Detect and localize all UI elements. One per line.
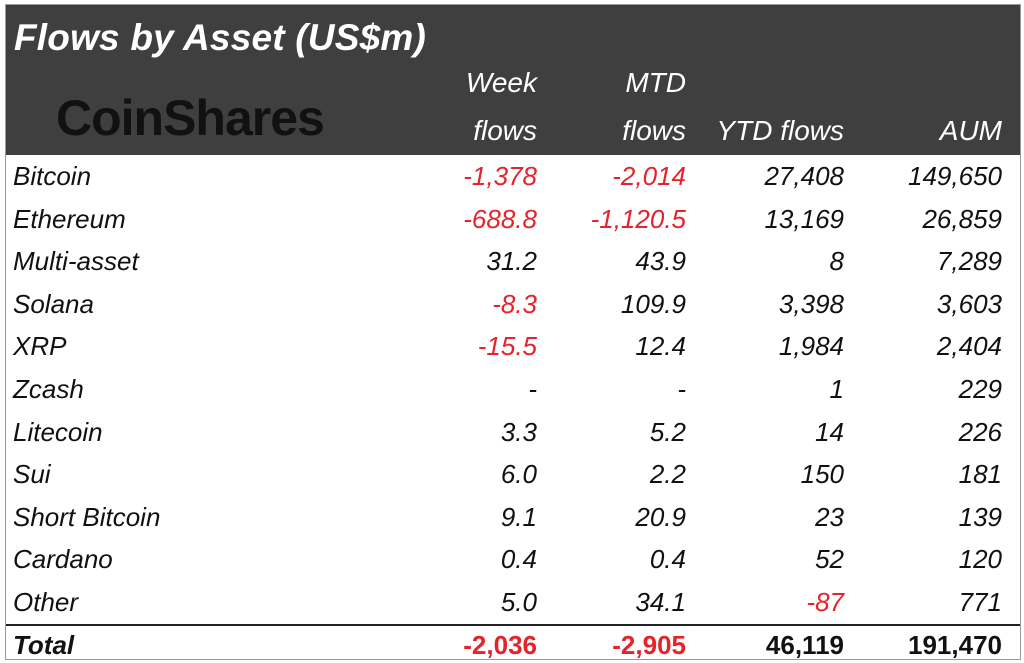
aum-value: 139 xyxy=(958,501,1002,532)
total-aum: 191,470 xyxy=(908,630,1002,660)
ytd-value: 150 xyxy=(800,459,844,490)
mtd-value: -1,120.5 xyxy=(590,203,686,234)
mtd-value: 0.4 xyxy=(649,544,686,575)
mtd-value: 5.2 xyxy=(649,416,686,447)
mtd-value: 2.2 xyxy=(649,459,686,490)
aum-value: 7,289 xyxy=(936,246,1002,277)
ytd-value: 14 xyxy=(815,416,844,447)
flows-table: Flows by Asset (US$m) CoinShares Week fl… xyxy=(5,4,1021,660)
week-value: -15.5 xyxy=(477,331,537,362)
ytd-value: 13,169 xyxy=(764,203,844,234)
week-value: 31.2 xyxy=(486,246,537,277)
table-row: XRP -15.5 12.4 1,984 2,404 xyxy=(6,325,1020,368)
asset-name: Short Bitcoin xyxy=(13,501,161,532)
aum-value: 181 xyxy=(958,459,1002,490)
ytd-value: 3,398 xyxy=(778,288,844,319)
mtd-value: 20.9 xyxy=(635,501,686,532)
ytd-value: 1 xyxy=(829,373,844,404)
mtd-value: 12.4 xyxy=(635,331,686,362)
aum-value: 26,859 xyxy=(922,203,1002,234)
total-week: -2,036 xyxy=(463,630,537,660)
week-value: 5.0 xyxy=(500,586,537,617)
asset-name: Litecoin xyxy=(13,416,103,447)
week-value: 9.1 xyxy=(500,501,537,532)
mtd-value: - xyxy=(677,373,686,404)
mtd-value: 43.9 xyxy=(635,246,686,277)
aum-value: 226 xyxy=(958,416,1002,447)
aum-value: 3,603 xyxy=(936,288,1002,319)
week-value: 3.3 xyxy=(500,416,537,447)
table-row: Solana -8.3 109.9 3,398 3,603 xyxy=(6,283,1020,326)
table-title: Flows by Asset (US$m) xyxy=(14,17,426,58)
aum-value: 229 xyxy=(958,373,1002,404)
mtd-value: 34.1 xyxy=(635,586,686,617)
table-body: Bitcoin -1,378 -2,014 27,408 149,650 Ethereum… xyxy=(6,155,1020,624)
aum-value: 149,650 xyxy=(908,161,1002,191)
week-value: -8.3 xyxy=(492,288,537,319)
ytd-value: -87 xyxy=(806,586,844,617)
col-header-week-line1: Week xyxy=(465,67,537,98)
total-label: Total xyxy=(13,630,75,660)
aum-value: 2,404 xyxy=(936,331,1002,362)
col-header-mtd-line2: flows xyxy=(622,115,686,146)
aum-value: 120 xyxy=(958,544,1002,575)
col-header-mtd-line1: MTD xyxy=(625,67,686,98)
table-row: Litecoin 3.3 5.2 14 226 xyxy=(6,411,1020,454)
ytd-value: 1,984 xyxy=(778,331,844,362)
asset-name: Cardano xyxy=(13,544,113,575)
col-header-aum: AUM xyxy=(939,115,1002,146)
table-row: Cardano 0.4 0.4 52 120 xyxy=(6,538,1020,581)
table-row: Multi-asset 31.2 43.9 8 7,289 xyxy=(6,240,1020,283)
coinshares-logo: CoinShares xyxy=(56,90,325,146)
table-header: Flows by Asset (US$m) CoinShares Week fl… xyxy=(6,5,1020,155)
asset-name: Ethereum xyxy=(13,203,126,234)
col-header-week-line2: flows xyxy=(473,115,537,146)
week-value: 0.4 xyxy=(500,544,537,575)
week-value: -1,378 xyxy=(463,161,537,191)
ytd-value: 27,408 xyxy=(764,161,844,191)
week-value: - xyxy=(528,373,537,404)
asset-name: Solana xyxy=(13,288,94,319)
ytd-value: 8 xyxy=(829,246,844,277)
week-value: -688.8 xyxy=(463,203,537,234)
mtd-value: -2,014 xyxy=(612,161,686,191)
asset-name: XRP xyxy=(13,331,67,362)
table-row: Short Bitcoin 9.1 20.9 23 139 xyxy=(6,496,1020,539)
total-ytd: 46,119 xyxy=(765,630,844,660)
table-row: Bitcoin -1,378 -2,014 27,408 149,650 xyxy=(6,155,1020,198)
table-row: Sui 6.0 2.2 150 181 xyxy=(6,453,1020,496)
table-row: Ethereum -688.8 -1,120.5 13,169 26,859 xyxy=(6,198,1020,241)
col-header-ytd: YTD flows xyxy=(716,115,844,146)
asset-name: Bitcoin xyxy=(13,161,92,191)
asset-name: Other xyxy=(13,586,79,617)
table-row: Other 5.0 34.1 -87 771 xyxy=(6,581,1020,624)
total-mtd: -2,905 xyxy=(612,630,686,660)
asset-name: Zcash xyxy=(13,373,84,404)
mtd-value: 109.9 xyxy=(620,288,686,319)
ytd-value: 23 xyxy=(815,501,844,532)
aum-value: 771 xyxy=(958,586,1002,617)
table-row: Zcash - - 1 229 xyxy=(6,368,1020,411)
ytd-value: 52 xyxy=(815,544,844,575)
week-value: 6.0 xyxy=(500,459,537,490)
asset-name: Multi-asset xyxy=(13,246,139,277)
total-row: Total -2,036 -2,905 46,119 191,470 xyxy=(6,624,1020,663)
asset-name: Sui xyxy=(13,459,51,490)
